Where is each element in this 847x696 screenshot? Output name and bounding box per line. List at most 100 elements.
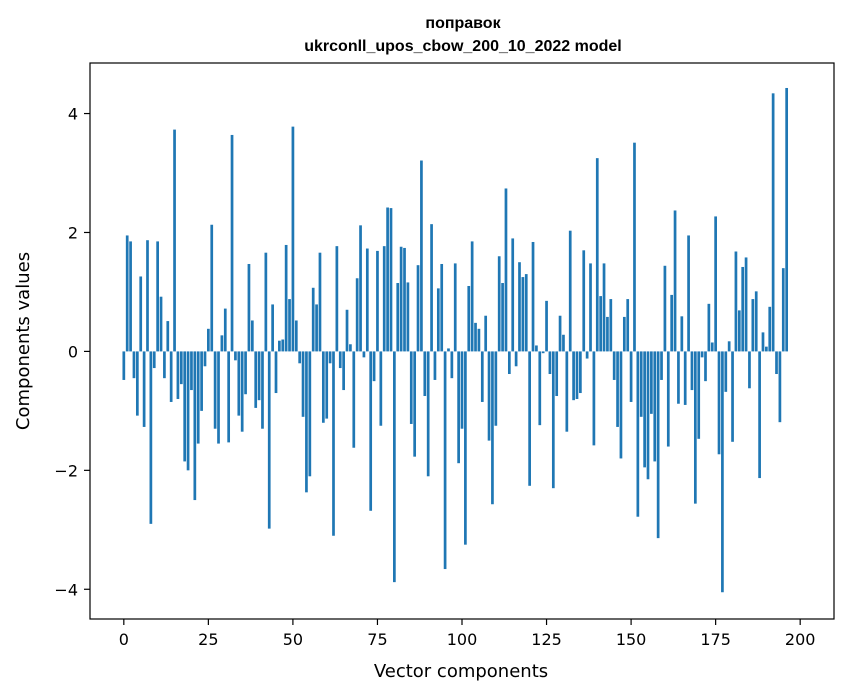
bar: [555, 351, 559, 397]
bar: [697, 351, 701, 439]
bar: [622, 316, 626, 352]
bar: [122, 351, 126, 380]
bar: [531, 241, 535, 352]
x-axis-ticks: 0 25 50 75 100 125 150 175 200: [119, 619, 816, 649]
bar: [585, 351, 589, 359]
bar: [565, 351, 569, 432]
bar: [700, 351, 704, 358]
bar: [487, 351, 491, 441]
bar: [704, 351, 707, 382]
bar: [568, 230, 572, 352]
bar: [464, 351, 467, 545]
bar: [426, 351, 430, 477]
bar: [677, 351, 680, 404]
bar: [403, 247, 406, 352]
bar: [710, 342, 714, 352]
x-tick-label: 25: [198, 630, 218, 649]
bar: [781, 268, 785, 352]
plot-frame: [89, 62, 835, 620]
x-tick-label: 50: [283, 630, 303, 649]
bar: [562, 334, 565, 352]
bar: [507, 351, 511, 375]
bar: [541, 351, 545, 354]
bar: [271, 304, 274, 352]
bar: [338, 351, 342, 369]
bar: [579, 351, 582, 394]
bar: [501, 283, 504, 352]
bar: [305, 351, 308, 493]
x-tick-label: 0: [119, 630, 129, 649]
bar: [609, 299, 613, 352]
bar: [382, 246, 386, 352]
bar: [179, 351, 183, 385]
bar: [257, 351, 261, 401]
bar: [633, 142, 636, 352]
bar: [734, 251, 738, 352]
bar: [744, 257, 748, 352]
bar: [480, 351, 484, 402]
bar: [200, 351, 203, 411]
bar: [457, 351, 460, 464]
bar: [673, 210, 677, 352]
bar: [217, 351, 220, 444]
bar: [602, 263, 606, 352]
bar: [714, 216, 717, 352]
bar: [159, 296, 163, 352]
y-axis-label: Components values: [13, 252, 34, 430]
bar: [278, 340, 281, 352]
bar: [551, 351, 555, 489]
bar: [342, 351, 345, 391]
bar: [362, 351, 366, 358]
bar: [132, 351, 136, 379]
bar: [558, 315, 562, 352]
bar: [727, 341, 731, 352]
bar: [484, 315, 488, 352]
bar: [687, 235, 690, 352]
bar: [619, 351, 623, 459]
bar: [606, 316, 609, 352]
y-tick-label: 4: [68, 105, 78, 124]
bar: [166, 321, 170, 352]
bar: [592, 351, 596, 446]
x-tick-label: 200: [785, 630, 816, 649]
bar: [436, 288, 440, 352]
bar: [683, 351, 687, 405]
bar: [528, 351, 531, 486]
bars-layer: [122, 87, 789, 593]
bar: [491, 351, 494, 505]
bar: [785, 87, 789, 352]
bar: [650, 351, 653, 414]
bar: [494, 351, 498, 426]
y-axis-ticks: −4 −2 0 2 4: [54, 105, 90, 599]
x-tick-label: 175: [700, 630, 731, 649]
bar: [467, 285, 471, 352]
bar: [288, 299, 291, 352]
bar: [291, 126, 295, 352]
bar: [629, 351, 633, 402]
bar: [294, 320, 298, 352]
bar: [352, 351, 356, 448]
chart-title-line1: поправок: [425, 15, 501, 32]
bar: [298, 351, 302, 364]
bar: [636, 351, 640, 517]
bar: [524, 274, 528, 352]
bar: [646, 351, 650, 480]
bar: [430, 224, 433, 352]
bar: [460, 351, 464, 429]
bar: [264, 252, 268, 352]
bar: [210, 224, 214, 352]
bar: [616, 351, 619, 427]
bar: [274, 351, 278, 394]
bar: [768, 306, 772, 352]
bar: [511, 238, 515, 352]
bar: [758, 351, 761, 479]
bar: [663, 265, 667, 352]
bar: [393, 351, 396, 583]
bar: [724, 351, 728, 392]
bar: [450, 351, 454, 379]
bar: [639, 351, 643, 417]
bar: [332, 351, 335, 536]
bar: [741, 266, 745, 352]
bar: [284, 244, 288, 352]
